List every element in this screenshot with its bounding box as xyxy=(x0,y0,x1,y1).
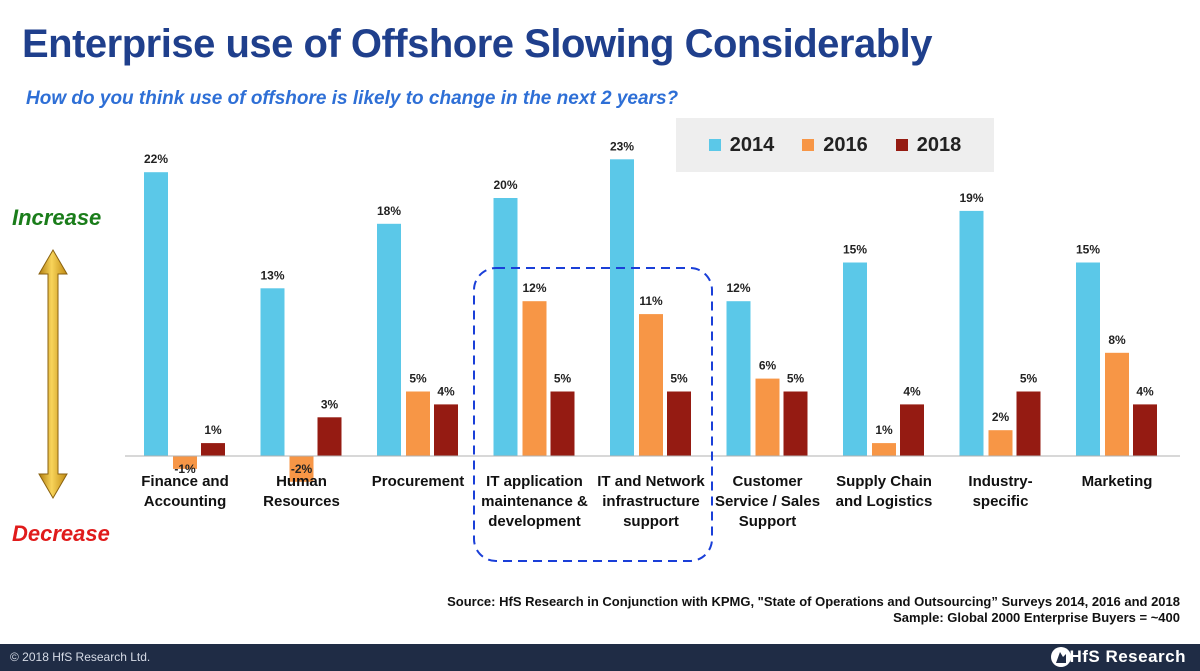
data-label-2014-3: 20% xyxy=(493,178,517,192)
data-label-2016-4: 11% xyxy=(639,294,663,308)
category-label-5: Customer Service / Sales Support xyxy=(715,473,820,530)
data-label-2018-1: 3% xyxy=(321,397,339,411)
bar-2016-2 xyxy=(406,391,430,456)
data-label-2014-1: 13% xyxy=(260,268,284,282)
legend-swatch-2016 xyxy=(802,139,815,151)
source-note: Source: HfS Research in Conjunction with… xyxy=(447,594,1180,626)
chart-legend: 2014 2016 2018 xyxy=(676,118,994,172)
data-label-2016-5: 6% xyxy=(759,359,777,373)
bar-2014-2 xyxy=(377,223,401,456)
source-line: Source: HfS Research in Conjunction with… xyxy=(447,594,1180,609)
data-label-2014-0: 22% xyxy=(144,152,168,166)
legend-swatch-2018 xyxy=(895,139,908,151)
data-label-2016-6: 1% xyxy=(875,423,893,437)
data-label-2014-8: 15% xyxy=(1076,243,1100,257)
data-label-2016-0: -1% xyxy=(174,462,196,476)
bar-2014-4 xyxy=(610,159,634,457)
bar-chart: 22% -1% 1% Finance and Accounting 13% -2% 3% Hum… xyxy=(125,139,1180,562)
legend-swatch-2014 xyxy=(708,139,721,151)
bar-2016-5 xyxy=(755,378,780,456)
legend-item-2014: 2014 xyxy=(708,133,775,157)
labels-group: 22% -1% 1% Finance and Accounting 13% -2% 3% Hum… xyxy=(141,139,1154,530)
data-label-2016-1: -2% xyxy=(291,462,313,476)
data-label-2018-2: 4% xyxy=(437,384,455,398)
data-label-2016-8: 8% xyxy=(1108,333,1126,347)
data-label-2018-7: 5% xyxy=(1020,372,1038,386)
category-label-4: IT and Network infrastructure support xyxy=(597,473,705,530)
data-label-2016-7: 2% xyxy=(992,410,1010,424)
bar-2018-2 xyxy=(434,404,458,456)
legend-item-2018: 2018 xyxy=(895,133,962,157)
bar-2016-6 xyxy=(872,443,896,456)
copyright-text: © 2018 HfS Research Ltd. xyxy=(10,650,151,664)
bar-2018-7 xyxy=(1016,391,1041,456)
bar-2014-5 xyxy=(726,301,751,456)
data-label-2014-6: 15% xyxy=(843,243,867,257)
bar-2018-1 xyxy=(317,417,342,456)
data-label-2016-2: 5% xyxy=(409,372,427,386)
bar-2018-3 xyxy=(550,391,575,456)
bar-2014-3 xyxy=(493,198,518,456)
page-title: Enterprise use of Offshore Slowing Consi… xyxy=(22,22,933,66)
legend-label-2018: 2018 xyxy=(916,133,962,156)
data-label-2018-3: 5% xyxy=(554,372,572,386)
bar-2018-4 xyxy=(667,391,691,456)
category-label-0: Finance and Accounting xyxy=(141,473,229,510)
data-label-2018-6: 4% xyxy=(903,384,921,398)
bar-2016-8 xyxy=(1105,352,1129,456)
data-label-2014-7: 19% xyxy=(959,191,983,205)
legend-label-2016: 2016 xyxy=(823,133,868,156)
bar-2014-1 xyxy=(260,288,285,456)
bar-2016-4 xyxy=(639,314,663,456)
bar-2018-8 xyxy=(1133,404,1157,456)
brand-name: HfS Research xyxy=(1069,647,1186,666)
bar-2016-3 xyxy=(522,301,547,456)
data-label-2014-2: 18% xyxy=(377,204,401,218)
category-label-6: Supply Chain and Logistics xyxy=(836,473,933,510)
data-label-2018-4: 5% xyxy=(670,372,688,386)
bars-group xyxy=(144,159,1157,482)
data-label-2018-5: 5% xyxy=(787,372,805,386)
bar-2018-5 xyxy=(783,391,808,456)
increase-label: Increase xyxy=(12,205,102,230)
bar-2016-7 xyxy=(988,430,1013,456)
bar-2018-6 xyxy=(900,404,924,456)
decrease-label: Decrease xyxy=(12,521,110,546)
double-arrow-icon xyxy=(38,249,68,499)
category-label-2: Procurement xyxy=(372,473,465,490)
legend-label-2014: 2014 xyxy=(729,133,775,156)
legend-item-2016: 2016 xyxy=(802,134,868,157)
bar-2014-6 xyxy=(843,262,867,456)
bar-2014-7 xyxy=(959,210,984,456)
bar-2016-0 xyxy=(173,456,197,469)
data-label-2014-5: 12% xyxy=(726,281,750,295)
data-label-2016-3: 12% xyxy=(522,281,546,295)
sample-line: Sample: Global 2000 Enterprise Buyers = … xyxy=(893,610,1180,625)
category-label-7: Industry-specific xyxy=(968,473,1032,510)
data-label-2018-0: 1% xyxy=(204,423,222,437)
hfs-logo-icon xyxy=(1051,647,1071,667)
category-label-1: Human Resources xyxy=(263,473,340,510)
bar-2018-0 xyxy=(201,443,225,456)
category-label-8: Marketing xyxy=(1082,473,1153,490)
bar-2016-1 xyxy=(289,456,314,482)
footer-bar: © 2018 HfS Research Ltd. HfS Research xyxy=(0,644,1200,671)
data-label-2018-8: 4% xyxy=(1136,384,1154,398)
bar-2014-0 xyxy=(144,172,168,456)
page-subtitle: How do you think use of offshore is like… xyxy=(26,88,679,109)
category-label-3: IT application maintenance & development xyxy=(481,473,588,530)
bar-2014-8 xyxy=(1076,262,1100,456)
highlight-box xyxy=(473,267,713,562)
data-label-2014-4: 23% xyxy=(610,139,634,153)
